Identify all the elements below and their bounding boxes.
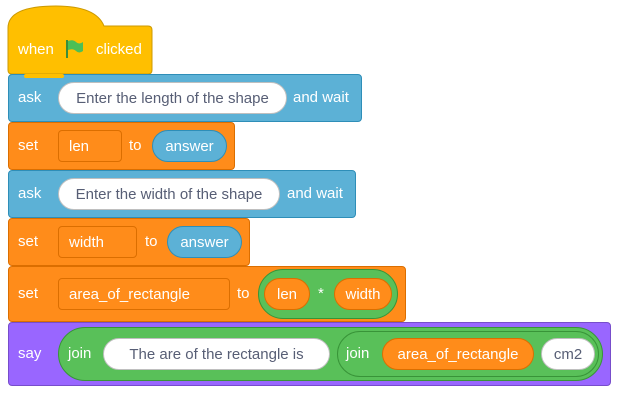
variable-dropdown-area[interactable]: area_of_rectangle [58,278,230,310]
to-label: to [237,285,250,302]
area-variable-reporter[interactable]: area_of_rectangle [382,338,534,370]
width-variable-reporter[interactable]: width [334,278,392,310]
set-keyword: set [18,233,39,250]
set-keyword: set [18,137,39,154]
join-label: join [346,345,370,362]
to-label: to [145,233,158,250]
say-keyword: say [18,345,42,362]
ask-keyword: ask [18,185,42,202]
ask-and-wait-label: and wait [287,185,343,202]
block-notch [24,74,64,78]
unit-text-input[interactable]: cm2 [541,338,595,370]
ask-width-prompt-input[interactable]: Enter the width of the shape [58,178,280,210]
set-keyword: set [18,285,39,302]
join-text-input[interactable]: The are of the rectangle is [103,338,330,370]
green-flag-icon [63,38,85,60]
answer-reporter[interactable]: answer [167,226,242,258]
ask-and-wait-label: and wait [293,89,349,106]
multiply-symbol: * [318,285,324,302]
ask-length-prompt-input[interactable]: Enter the length of the shape [58,82,287,114]
answer-reporter[interactable]: answer [152,130,227,162]
to-label: to [129,137,142,154]
join-label: join [68,345,92,362]
when-label: when [18,41,54,58]
variable-dropdown-width[interactable]: width [58,226,137,258]
when-flag-clicked-hat-shape[interactable] [0,0,160,80]
len-variable-reporter[interactable]: len [264,278,310,310]
variable-dropdown-len[interactable]: len [58,130,122,162]
clicked-label: clicked [96,41,142,58]
ask-keyword: ask [18,89,42,106]
